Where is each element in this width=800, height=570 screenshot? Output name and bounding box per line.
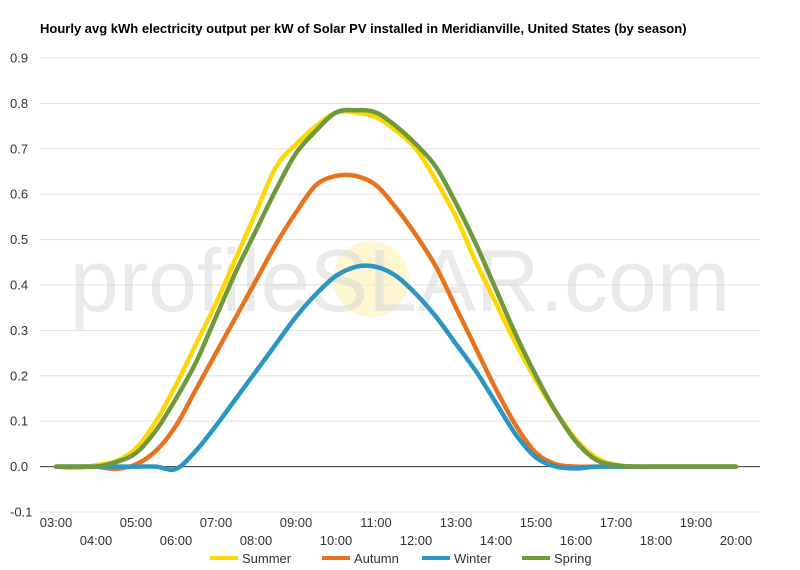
x-tick-label: 09:00 bbox=[280, 515, 313, 530]
y-tick-label: 0.7 bbox=[10, 141, 28, 156]
y-tick-label: 0.5 bbox=[10, 232, 28, 247]
legend: Summer Autumn Winter Spring bbox=[210, 551, 592, 566]
x-tick-label: 17:00 bbox=[600, 515, 633, 530]
x-tick-label: 11:00 bbox=[360, 515, 392, 530]
legend-item-autumn: Autumn bbox=[322, 551, 399, 566]
y-tick-label: -0.1 bbox=[10, 505, 32, 520]
chart-title: Hourly avg kWh electricity output per kW… bbox=[40, 21, 687, 36]
legend-item-winter: Winter bbox=[422, 551, 492, 566]
legend-label: Summer bbox=[242, 551, 292, 566]
series-line-spring bbox=[53, 107, 739, 470]
x-tick-label: 03:00 bbox=[40, 515, 73, 530]
x-axis: 03:00 05:00 07:00 09:00 11:00 13:00 15:00 17:00… bbox=[40, 515, 753, 548]
y-axis: -0.1 0.0 0.1 0.2 0.3 0.4 0.5 0.6 0.7 0.8 0.9 bbox=[10, 51, 32, 520]
watermark-sun bbox=[333, 241, 409, 317]
y-tick-label: 0.6 bbox=[10, 187, 28, 202]
x-tick-label: 10:00 bbox=[320, 533, 353, 548]
watermark: profileSLAR.com bbox=[70, 231, 730, 330]
x-tick-label: 14:00 bbox=[480, 533, 513, 548]
legend-item-spring: Spring bbox=[522, 551, 592, 566]
y-tick-label: 0.3 bbox=[10, 323, 28, 338]
x-tick-label: 18:00 bbox=[640, 533, 673, 548]
x-tick-label: 15:00 bbox=[520, 515, 553, 530]
x-tick-label: 13:00 bbox=[440, 515, 473, 530]
x-tick-label: 19:00 bbox=[680, 515, 713, 530]
x-tick-label: 07:00 bbox=[200, 515, 233, 530]
series-lines bbox=[53, 107, 739, 472]
x-tick-label: 12:00 bbox=[400, 533, 433, 548]
x-tick-label: 16:00 bbox=[560, 533, 593, 548]
legend-label: Spring bbox=[554, 551, 592, 566]
legend-label: Winter bbox=[454, 551, 492, 566]
x-tick-label: 06:00 bbox=[160, 533, 193, 548]
y-tick-label: 0.0 bbox=[10, 459, 28, 474]
y-tick-label: 0.9 bbox=[10, 51, 28, 66]
legend-item-summer: Summer bbox=[210, 551, 292, 566]
x-tick-label: 05:00 bbox=[120, 515, 153, 530]
x-tick-label: 04:00 bbox=[80, 533, 113, 548]
y-tick-label: 0.2 bbox=[10, 368, 28, 383]
y-tick-label: 0.8 bbox=[10, 96, 28, 111]
y-tick-label: 0.1 bbox=[10, 414, 28, 429]
legend-label: Autumn bbox=[354, 551, 399, 566]
watermark-text: profileSLAR.com bbox=[70, 231, 730, 330]
x-tick-label: 20:00 bbox=[720, 533, 753, 548]
y-tick-label: 0.4 bbox=[10, 278, 28, 293]
x-tick-label: 08:00 bbox=[240, 533, 273, 548]
